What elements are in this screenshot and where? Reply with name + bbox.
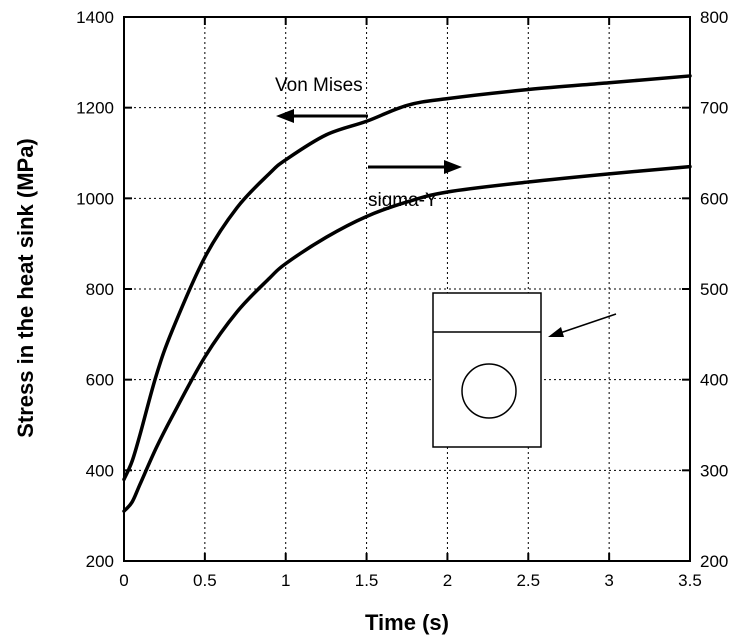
x-tick-label: 2 [443, 571, 452, 590]
y-tick-label: 800 [86, 280, 114, 299]
x-tick-label: 3 [604, 571, 613, 590]
y-tick-label: 200 [86, 552, 114, 571]
series-lines [122, 74, 692, 513]
x-tick-label: 0.5 [193, 571, 217, 590]
x-axis-title: Time (s) [365, 610, 449, 635]
x-tick-label: 1.5 [355, 571, 379, 590]
von-mises-label: Von Mises [275, 75, 363, 96]
inset-box [432, 292, 542, 448]
x-tick-label: 2.5 [516, 571, 540, 590]
series-line-sigma-y [122, 164, 692, 513]
y2-tick-label: 700 [700, 99, 728, 118]
von-mises-arrow [276, 109, 368, 123]
sigma-y-label: sigma-Y [368, 190, 438, 211]
x-tick-label: 0 [119, 571, 128, 590]
y2-tick-label: 600 [700, 189, 728, 208]
inset-hole [461, 363, 517, 419]
y2-tick-label: 200 [700, 552, 728, 571]
y-tick-label: 1400 [76, 8, 114, 27]
series-line-von-mises [122, 74, 692, 482]
x-tick-label: 3.5 [678, 571, 702, 590]
y-tick-label: 400 [86, 461, 114, 480]
inset-pointer-line [559, 313, 617, 334]
y2-tick-label: 500 [700, 280, 728, 299]
grid-lines [124, 17, 690, 561]
y2-tick-label: 800 [700, 8, 728, 27]
y-tick-label: 600 [86, 371, 114, 390]
y-tick-label: 1200 [76, 99, 114, 118]
y-axis-title: Stress in the heat sink (MPa) [13, 138, 38, 438]
y2-tick-label: 400 [700, 371, 728, 390]
x-tick-label: 1 [281, 571, 290, 590]
y-tick-label: 1000 [76, 189, 114, 208]
sigma-y-arrow [368, 160, 462, 174]
heat-sink-inset [432, 292, 617, 448]
y2-tick-label: 300 [700, 461, 728, 480]
inset-pointer-head [548, 327, 564, 337]
tick-labels: 0 0.5 1 1.5 2 2.5 3 3.5200400600800100012001400… [76, 8, 728, 590]
